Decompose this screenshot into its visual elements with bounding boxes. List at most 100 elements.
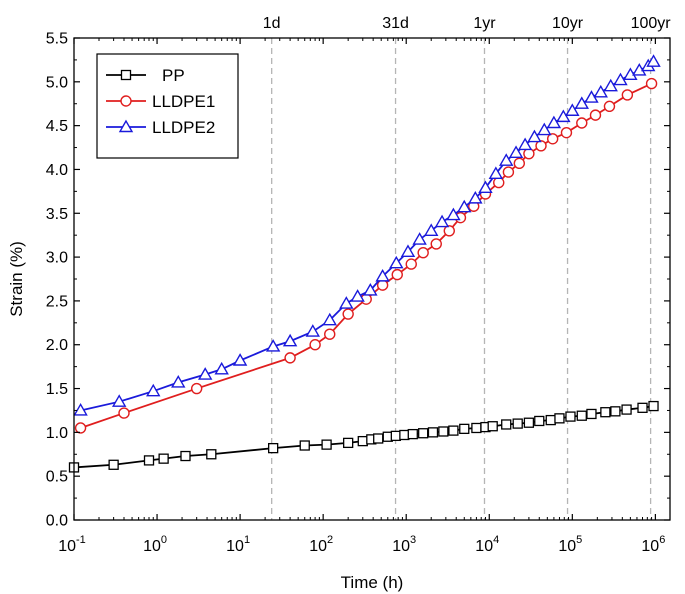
reference-label: 10yr	[552, 15, 584, 32]
data-point-circle	[74, 422, 87, 434]
x-tick-exponent: 1	[244, 534, 250, 546]
reference-labels: 1d 31d 1yr 10yr 100yr	[263, 15, 671, 32]
legend-label: LLDPE1	[152, 92, 215, 111]
data-point-triangle	[565, 103, 580, 116]
data-point-circle	[190, 382, 203, 395]
data-point-triangle	[574, 96, 589, 109]
data-point-square	[586, 408, 597, 420]
y-tick-label: 3.0	[46, 250, 68, 267]
data-point-triangle	[146, 383, 161, 397]
data-point-triangle	[350, 289, 365, 302]
data-point-square	[143, 455, 155, 466]
data-point-circle	[417, 247, 429, 259]
data-point-triangle	[412, 232, 427, 245]
data-point-square	[438, 426, 449, 437]
y-tick-label: 0.5	[46, 469, 68, 486]
data-point-square	[565, 411, 576, 422]
x-tick-label: 100	[143, 534, 167, 555]
y-tick-label: 4.5	[46, 118, 68, 135]
data-point-circle	[493, 176, 505, 189]
data-point-circle	[120, 95, 132, 107]
x-tick-exponent: 2	[327, 534, 333, 546]
y-tick-label: 4.0	[46, 162, 68, 179]
x-tick-exponent: 5	[576, 534, 582, 546]
data-point-circle	[309, 339, 321, 351]
data-point-triangle	[282, 333, 298, 347]
data-point-circle	[284, 352, 296, 364]
data-point-square	[501, 419, 512, 430]
series-layer	[68, 54, 661, 473]
data-point-square	[418, 428, 429, 439]
x-tick-exponent: 4	[493, 534, 499, 546]
data-point-square	[512, 418, 523, 429]
y-axis-title: Strain (%)	[7, 241, 26, 317]
x-tick-exponent: 6	[659, 534, 665, 546]
data-point-triangle	[265, 339, 281, 352]
x-tick-label: 104	[475, 534, 499, 555]
data-point-triangle	[375, 268, 390, 282]
data-point-triangle	[517, 137, 533, 151]
data-point-circle	[603, 100, 616, 113]
legend-box	[96, 53, 239, 159]
x-tick-base: 10	[143, 538, 161, 555]
data-point-circle	[443, 225, 455, 237]
x-tick-base: 10	[58, 538, 76, 555]
data-point-square	[268, 442, 279, 454]
data-point-square	[120, 69, 132, 81]
data-point-circle	[645, 77, 658, 90]
data-point-circle	[342, 308, 354, 320]
x-tick-label: 101	[226, 534, 250, 555]
data-point-circle	[523, 147, 535, 160]
x-tick-base: 10	[392, 538, 410, 555]
data-point-circle	[391, 268, 403, 281]
data-point-triangle	[434, 214, 450, 228]
data-point-triangle	[446, 207, 461, 221]
data-point-square	[158, 453, 169, 464]
data-point-triangle	[457, 199, 472, 213]
x-tick-label: 102	[309, 534, 333, 555]
data-point-triangle	[363, 282, 378, 296]
reference-label: 1yr	[473, 15, 496, 32]
legend: PP LLDPE1 LLDPE2	[96, 53, 239, 159]
data-point-circle	[576, 117, 588, 129]
x-tick-label: 10-1	[58, 534, 86, 555]
x-tick-base: 10	[309, 538, 327, 555]
x-tick-label: 103	[392, 534, 416, 555]
data-point-circle	[621, 89, 634, 101]
data-point-circle	[546, 133, 559, 145]
y-tick-label: 5.0	[46, 74, 68, 91]
legend-entry-lldpe1: LLDPE1	[106, 92, 215, 111]
data-point-triangle	[198, 367, 213, 380]
x-tick-exponent: 0	[161, 534, 167, 546]
data-point-circle	[430, 238, 442, 250]
data-point-triangle	[424, 223, 439, 237]
x-tick-base: 10	[226, 538, 244, 555]
data-point-square	[427, 427, 439, 438]
data-point-triangle	[171, 375, 186, 388]
data-point-square	[576, 410, 587, 421]
data-point-square	[108, 459, 119, 470]
data-point-square	[610, 406, 621, 417]
data-point-triangle	[214, 361, 229, 375]
data-point-triangle	[478, 180, 493, 194]
data-point-circle	[118, 407, 130, 419]
data-point-square	[487, 421, 498, 432]
data-point-triangle	[646, 54, 661, 67]
data-point-triangle	[73, 403, 88, 416]
data-point-circle	[560, 126, 573, 139]
data-point-square	[600, 407, 611, 418]
data-point-triangle	[603, 78, 618, 92]
data-point-square	[206, 449, 217, 460]
data-point-triangle	[111, 394, 127, 407]
x-tick-base: 10	[641, 538, 659, 555]
data-point-triangle	[556, 109, 571, 123]
data-point-triangle	[593, 84, 608, 98]
data-point-circle	[535, 140, 547, 152]
data-point-triangle	[339, 296, 354, 309]
data-point-triangle	[527, 129, 542, 143]
data-point-triangle	[546, 115, 562, 129]
reference-label: 31d	[382, 15, 409, 32]
data-point-circle	[324, 328, 336, 340]
data-point-square	[471, 422, 482, 434]
